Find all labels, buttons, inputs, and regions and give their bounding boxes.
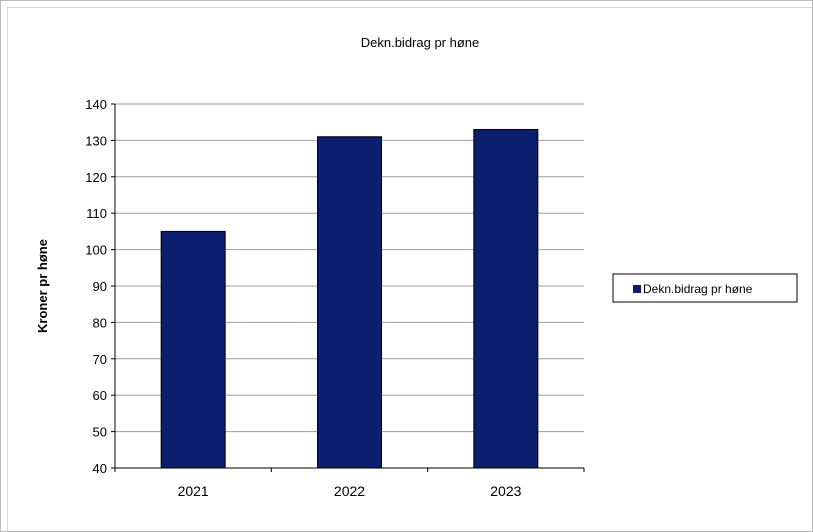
- y-tick-label: 120: [85, 170, 107, 185]
- y-axis-label: Kroner pr høne: [35, 239, 50, 333]
- legend-box: [612, 273, 798, 303]
- y-tick-label: 130: [85, 133, 107, 148]
- y-tick-label: 70: [93, 352, 107, 367]
- bar-2022: [317, 136, 382, 469]
- y-tick-label: 60: [93, 388, 107, 403]
- y-tick-label: 140: [85, 97, 107, 112]
- legend: Dekn.bidrag pr høne: [612, 273, 798, 303]
- x-ticks: 2021 2022 2023: [114, 468, 585, 499]
- legend-label: Dekn.bidrag pr høne: [643, 282, 753, 296]
- x-tick-label: 2023: [490, 483, 521, 499]
- bars: [160, 128, 539, 469]
- y-tick-label: 100: [85, 243, 107, 258]
- chart-title: Dekn.bidrag pr høne: [361, 35, 480, 50]
- y-tick-label: 40: [93, 461, 107, 476]
- y-ticks: 40 50 60 70 80 90 100 110 120 130 140: [85, 97, 115, 476]
- x-tick-label: 2021: [178, 483, 209, 499]
- y-tick-label: 50: [93, 425, 107, 440]
- y-tick-label: 110: [86, 206, 107, 221]
- bar-2021: [160, 230, 226, 469]
- y-tick-label: 90: [93, 279, 107, 294]
- x-tick-label: 2022: [334, 483, 365, 499]
- y-tick-label: 80: [93, 315, 107, 330]
- bar-2023: [473, 128, 539, 469]
- legend-swatch: [633, 285, 641, 293]
